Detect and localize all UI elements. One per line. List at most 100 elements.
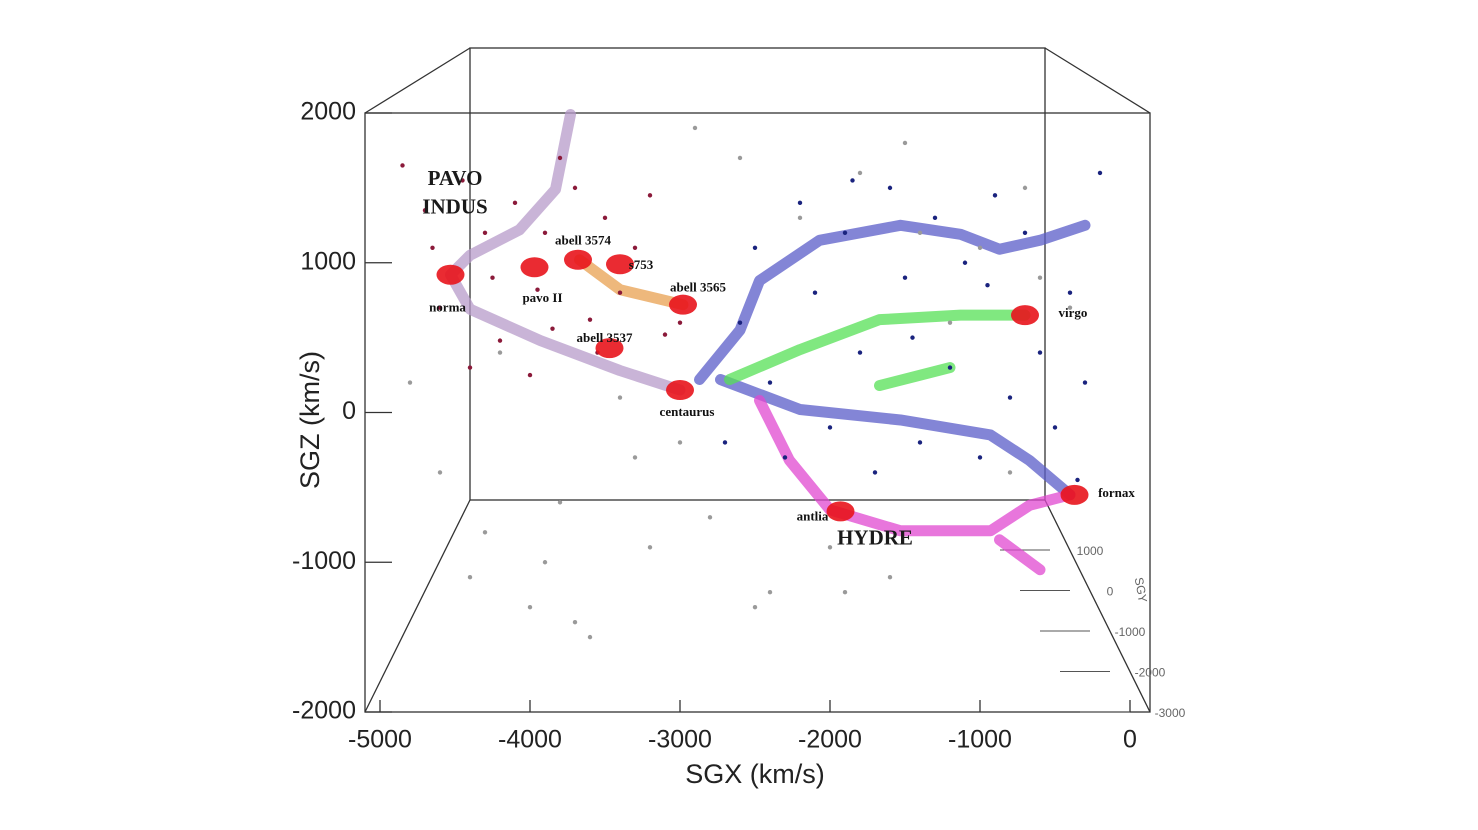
galaxy-point (677, 440, 683, 445)
galaxy-point (887, 575, 893, 580)
box-edge (1044, 499, 1151, 713)
z-tick-label: 1000 (1077, 544, 1104, 558)
galaxy-point (497, 350, 503, 355)
region-label: INDUS (422, 195, 487, 219)
galaxy-point (767, 380, 773, 385)
cluster (669, 294, 697, 315)
cluster-label: virgo (1059, 305, 1088, 320)
cluster (595, 338, 624, 359)
cluster-label: abell 3565 (670, 280, 726, 295)
galaxy-point (872, 470, 878, 475)
galaxy-point (737, 320, 743, 325)
z-tick-label: -3000 (1155, 706, 1186, 720)
galaxy-point (1022, 230, 1028, 235)
cluster (1060, 484, 1089, 505)
galaxy-point (812, 290, 818, 295)
galaxy-point (647, 545, 653, 550)
galaxy-point (632, 455, 638, 460)
box-edge (1044, 47, 1151, 114)
back-face (469, 47, 1046, 501)
galaxy-point (842, 590, 848, 595)
z-tick-label: 0 (1107, 585, 1114, 599)
galaxy-point (662, 332, 668, 337)
filament (724, 309, 1031, 392)
galaxy-point (587, 634, 593, 640)
cluster (520, 257, 549, 278)
galaxy-point (850, 178, 855, 183)
cluster (606, 254, 634, 275)
y-tick-label: 2000 (300, 98, 356, 126)
galaxy-point (557, 500, 563, 505)
galaxy-point (857, 170, 863, 176)
galaxy-point (527, 372, 533, 378)
cluster (826, 501, 855, 522)
galaxy-point (482, 230, 488, 235)
filament (574, 254, 689, 311)
z-tick-label: -1000 (1115, 625, 1146, 639)
y-tick-label: 0 (342, 397, 356, 425)
galaxy-point (677, 320, 683, 325)
galaxy-point (722, 440, 728, 445)
box (364, 47, 1151, 713)
z-axis-title: SGY (1132, 576, 1150, 603)
x-tick-label: -1000 (948, 726, 1012, 754)
galaxy-point (482, 530, 488, 535)
galaxy-point (707, 515, 713, 520)
cluster (666, 380, 694, 401)
galaxy-point (467, 575, 473, 580)
galaxy-point (827, 425, 833, 430)
cluster (1011, 305, 1039, 326)
galaxy-point (962, 260, 968, 265)
filament (754, 395, 1076, 576)
galaxy-point (977, 245, 983, 250)
galaxy-point (752, 604, 758, 610)
filament (445, 108, 686, 396)
cluster-label: fornax (1098, 485, 1135, 500)
galaxy-point (1075, 477, 1080, 483)
x-tick-label: -5000 (348, 726, 412, 754)
cluster-label: antlia (797, 508, 829, 523)
galaxy-point (497, 338, 503, 343)
galaxy-point (902, 140, 908, 146)
filament (694, 219, 1091, 501)
x-tick-label: 0 (1123, 726, 1137, 754)
y-axis-title: SGZ (km/s) (295, 351, 325, 489)
galaxy-point (430, 245, 435, 250)
galaxy-point (572, 619, 578, 625)
galaxy-point (1007, 395, 1013, 400)
cluster-label: abell 3574 (555, 233, 611, 248)
galaxy-point (977, 455, 983, 460)
box-edge (364, 499, 471, 713)
galaxy-point (947, 365, 953, 370)
galaxy-point (992, 193, 998, 198)
galaxy-point (782, 455, 788, 460)
galaxy-point (617, 290, 623, 295)
galaxy-point (467, 365, 473, 370)
cluster-label: pavo II (522, 290, 562, 305)
galaxy-point (1037, 275, 1043, 280)
galaxy-point (407, 380, 413, 385)
galaxy-point (842, 230, 848, 235)
z-tick-label: -2000 (1135, 666, 1166, 680)
galaxy-point (1097, 170, 1103, 176)
galaxy-point (1067, 290, 1073, 295)
region-label: HYDRE (837, 526, 913, 550)
galaxy-point (917, 440, 923, 445)
galaxy-point (572, 185, 578, 191)
y-tick-label: 1000 (300, 247, 356, 275)
galaxy-point (550, 326, 555, 331)
galaxy-point (797, 215, 803, 221)
cluster-label: abell 3537 (577, 330, 633, 345)
galaxy-point (910, 335, 915, 340)
x-tick-label: -3000 (648, 726, 712, 754)
galaxy-point (902, 275, 908, 280)
galaxy-point (617, 395, 623, 400)
galaxy-point (797, 200, 803, 206)
galaxy-point (1052, 425, 1058, 430)
galaxy-point (437, 305, 443, 310)
y-tick-label: -1000 (292, 547, 356, 575)
galaxy-point (460, 178, 465, 183)
galaxy-point (602, 215, 608, 221)
cluster-label: centaurus (660, 404, 715, 419)
